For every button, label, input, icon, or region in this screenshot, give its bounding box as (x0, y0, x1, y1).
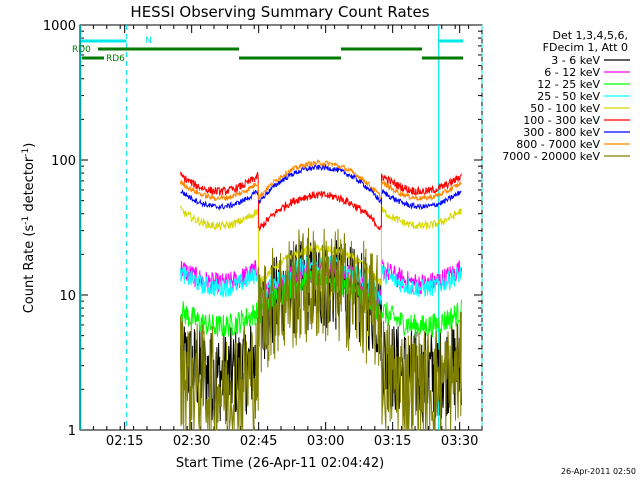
flag-label-night: N (145, 36, 152, 46)
series-line-8 (180, 158, 462, 202)
legend-header-2: FDecim 1, Att 0 (543, 41, 628, 54)
y-label-part-1: Count Rate (s (22, 225, 37, 314)
y-tick-label: 1 (68, 424, 76, 439)
tick-labels: 02:15 02:30 02:45 03:00 03:15 03:30 1 10 100 1000 (43, 19, 478, 449)
chart-title: HESSI Observing Summary Count Rates (130, 3, 429, 21)
y-tick-label: 100 (51, 154, 76, 169)
y-axis-label: Count Rate (s-1 detector-1) (21, 143, 37, 314)
y-label-sup-1: -1 (21, 216, 31, 225)
y-tick-label: 10 (59, 289, 76, 304)
x-tick-label: 02:15 (106, 434, 143, 449)
x-tick-label: 02:45 (240, 434, 277, 449)
y-label-part-2: detector (22, 156, 37, 216)
x-tick-label: 03:15 (374, 434, 411, 449)
legend-label: 50 - 100 keV (530, 102, 600, 115)
y-label-part-3: ) (22, 143, 37, 148)
y-tick-label: 1000 (43, 19, 76, 34)
legend-header-1: Det 1,3,4,5,6, (552, 29, 628, 42)
series-line-4 (180, 255, 462, 305)
legend-label: 3 - 6 keV (551, 54, 600, 67)
x-axis-label: Start Time (26-Apr-11 02:04:42) (176, 456, 384, 471)
legend-label: 6 - 12 keV (544, 66, 600, 79)
flag-label-rd0: RD0 (72, 45, 91, 55)
series-line-7 (180, 163, 462, 212)
legend-label: 300 - 800 keV (523, 126, 600, 139)
x-tick-label: 02:30 (173, 434, 210, 449)
series-lines (180, 158, 462, 431)
series-line-9 (180, 227, 462, 431)
flag-label-rd6: RD6 (106, 54, 125, 64)
series-line-5 (180, 204, 462, 287)
flag-lines (80, 25, 483, 430)
series-line-3 (180, 266, 462, 339)
series-line-6 (180, 171, 462, 232)
legend-label: 100 - 300 keV (523, 114, 600, 127)
x-tick-label: 03:00 (307, 434, 344, 449)
timestamp: 26-Apr-2011 02:50 (561, 467, 636, 476)
legend-label: 800 - 7000 keV (516, 138, 600, 151)
legend-label: 7000 - 20000 keV (502, 150, 600, 163)
x-tick-label: 03:30 (441, 434, 478, 449)
legend-label: 25 - 50 keV (537, 90, 600, 103)
legend-label: 12 - 25 keV (537, 78, 600, 91)
y-label-sup-2: -1 (21, 148, 31, 157)
